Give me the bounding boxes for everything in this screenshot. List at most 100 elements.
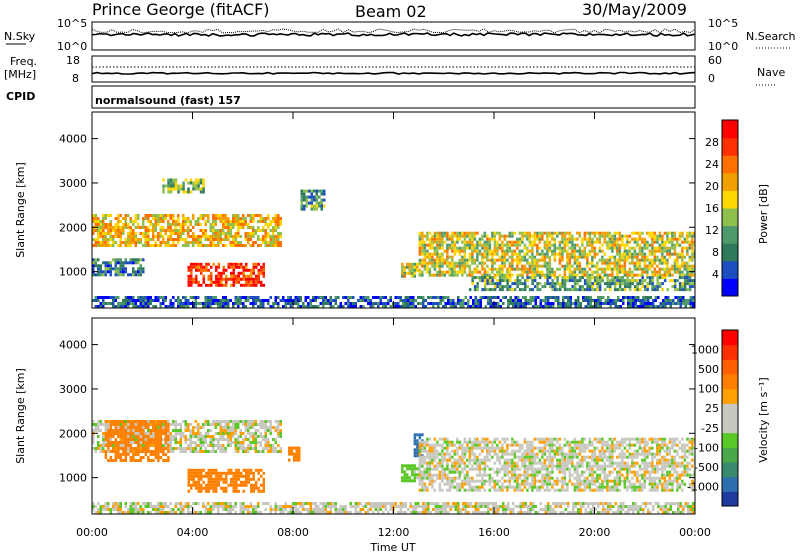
heatmap-cell bbox=[418, 473, 422, 477]
heatmap-cell bbox=[209, 244, 212, 247]
heatmap-cell bbox=[249, 432, 252, 435]
heatmap-cell bbox=[523, 482, 527, 486]
heatmap-cell bbox=[433, 267, 437, 271]
heatmap-cell bbox=[679, 305, 682, 308]
heatmap-cell bbox=[608, 288, 612, 292]
heatmap-cell bbox=[247, 238, 250, 241]
heatmap-cell bbox=[224, 305, 227, 308]
heatmap-cell bbox=[217, 483, 220, 487]
heatmap-cell bbox=[431, 255, 434, 259]
heatmap-cell bbox=[478, 270, 482, 274]
heatmap-cell bbox=[471, 243, 474, 247]
heatmap-cell bbox=[488, 282, 492, 286]
heatmap-cell bbox=[516, 485, 519, 489]
heatmap-cell bbox=[154, 217, 157, 220]
heatmap-cell bbox=[149, 438, 153, 441]
ytick-label: 1000 bbox=[59, 266, 87, 279]
heatmap-cell bbox=[207, 299, 210, 302]
heatmap-cell bbox=[481, 234, 484, 238]
heatmap-cell bbox=[596, 282, 599, 286]
heatmap-cell bbox=[189, 444, 192, 447]
heatmap-cell bbox=[493, 234, 497, 238]
heatmap-cell bbox=[418, 479, 422, 483]
heatmap-cell bbox=[235, 274, 238, 278]
heatmap-cell bbox=[288, 458, 291, 462]
heatmap-cell bbox=[568, 264, 572, 268]
heatmap-cell bbox=[147, 232, 150, 235]
heatmap-cell bbox=[563, 237, 567, 241]
heatmap-cell bbox=[508, 452, 512, 456]
heatmap-cell bbox=[581, 270, 584, 274]
heatmap-cell bbox=[611, 237, 614, 241]
heatmap-cell bbox=[137, 223, 140, 226]
heatmap-cell bbox=[573, 276, 577, 280]
heatmap-cell bbox=[172, 423, 175, 426]
heatmap-cell bbox=[142, 423, 145, 426]
heatmap-cell bbox=[122, 420, 125, 423]
heatmap-cell bbox=[549, 305, 552, 308]
heatmap-cell bbox=[441, 261, 444, 265]
heatmap-cell bbox=[551, 267, 554, 271]
heatmap-cell bbox=[252, 423, 255, 426]
heatmap-cell bbox=[134, 426, 138, 429]
heatmap-cell bbox=[245, 268, 248, 272]
heatmap-cell bbox=[516, 473, 519, 477]
heatmap-cell bbox=[137, 444, 140, 447]
heatmap-cell bbox=[199, 450, 202, 453]
heatmap-cell bbox=[658, 243, 662, 247]
heatmap-cell bbox=[569, 299, 572, 302]
heatmap-cell bbox=[511, 261, 514, 265]
heatmap-cell bbox=[651, 285, 654, 289]
heatmap-cell bbox=[92, 423, 95, 426]
heatmap-cell bbox=[112, 267, 115, 271]
heatmap-cell bbox=[202, 450, 205, 453]
heatmap-cell bbox=[599, 305, 602, 308]
heatmap-cell bbox=[199, 235, 202, 238]
heatmap-cell bbox=[686, 234, 689, 238]
heatmap-cell bbox=[418, 452, 422, 456]
heatmap-cell bbox=[613, 285, 617, 289]
heatmap-cell bbox=[242, 305, 245, 308]
heatmap-cell bbox=[526, 237, 529, 241]
heatmap-cell bbox=[469, 305, 472, 308]
heatmap-cell bbox=[528, 261, 532, 265]
heatmap-cell bbox=[448, 488, 452, 492]
station-title: Prince George (fitACF) bbox=[92, 0, 270, 19]
heatmap-cell bbox=[486, 279, 489, 283]
heatmap-cell bbox=[581, 267, 584, 271]
heatmap-cell bbox=[320, 198, 323, 202]
heatmap-cell bbox=[546, 267, 549, 271]
heatmap-cell bbox=[109, 302, 112, 305]
heatmap-cell bbox=[526, 267, 529, 271]
heatmap-cell bbox=[628, 273, 632, 277]
heatmap-cell bbox=[399, 299, 402, 302]
heatmap-cell bbox=[209, 299, 212, 302]
heatmap-cell bbox=[526, 276, 529, 280]
heatmap-cell bbox=[513, 452, 517, 456]
heatmap-cell bbox=[202, 423, 205, 426]
heatmap-cell bbox=[613, 255, 617, 259]
heatmap-cell bbox=[235, 477, 238, 481]
heatmap-cell bbox=[147, 214, 150, 217]
heatmap-cell bbox=[174, 435, 177, 438]
heatmap-cell bbox=[503, 249, 507, 253]
heatmap-cell bbox=[468, 449, 472, 453]
heatmap-cell bbox=[124, 423, 127, 426]
heatmap-cell bbox=[303, 198, 306, 202]
heatmap-cell bbox=[322, 296, 325, 299]
heatmap-cell bbox=[496, 437, 499, 441]
heatmap-cell bbox=[117, 270, 120, 274]
heatmap-cell bbox=[259, 299, 262, 302]
heatmap-cell bbox=[461, 482, 464, 486]
heatmap-cell bbox=[132, 426, 135, 429]
heatmap-cell bbox=[284, 302, 287, 305]
heatmap-cell bbox=[247, 471, 250, 475]
heatmap-cell bbox=[543, 231, 547, 235]
heatmap-cell bbox=[518, 476, 522, 480]
heatmap-cell bbox=[518, 488, 522, 492]
heatmap-cell bbox=[533, 231, 537, 235]
heatmap-cell bbox=[492, 302, 495, 305]
heatmap-cell bbox=[446, 234, 449, 238]
heatmap-cell bbox=[567, 305, 570, 308]
heatmap-cell bbox=[528, 264, 532, 268]
